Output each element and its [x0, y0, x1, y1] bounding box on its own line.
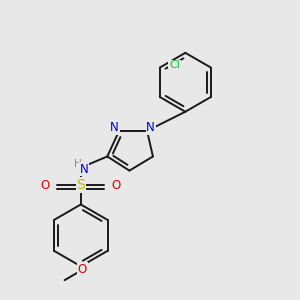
Text: O: O — [78, 263, 87, 276]
Text: O: O — [41, 179, 50, 192]
Text: N: N — [80, 163, 89, 176]
Text: N: N — [110, 122, 119, 134]
Text: O: O — [112, 179, 121, 192]
Text: N: N — [146, 122, 155, 134]
Text: Cl: Cl — [169, 60, 180, 70]
Text: S: S — [76, 178, 85, 192]
Text: H: H — [74, 159, 82, 169]
